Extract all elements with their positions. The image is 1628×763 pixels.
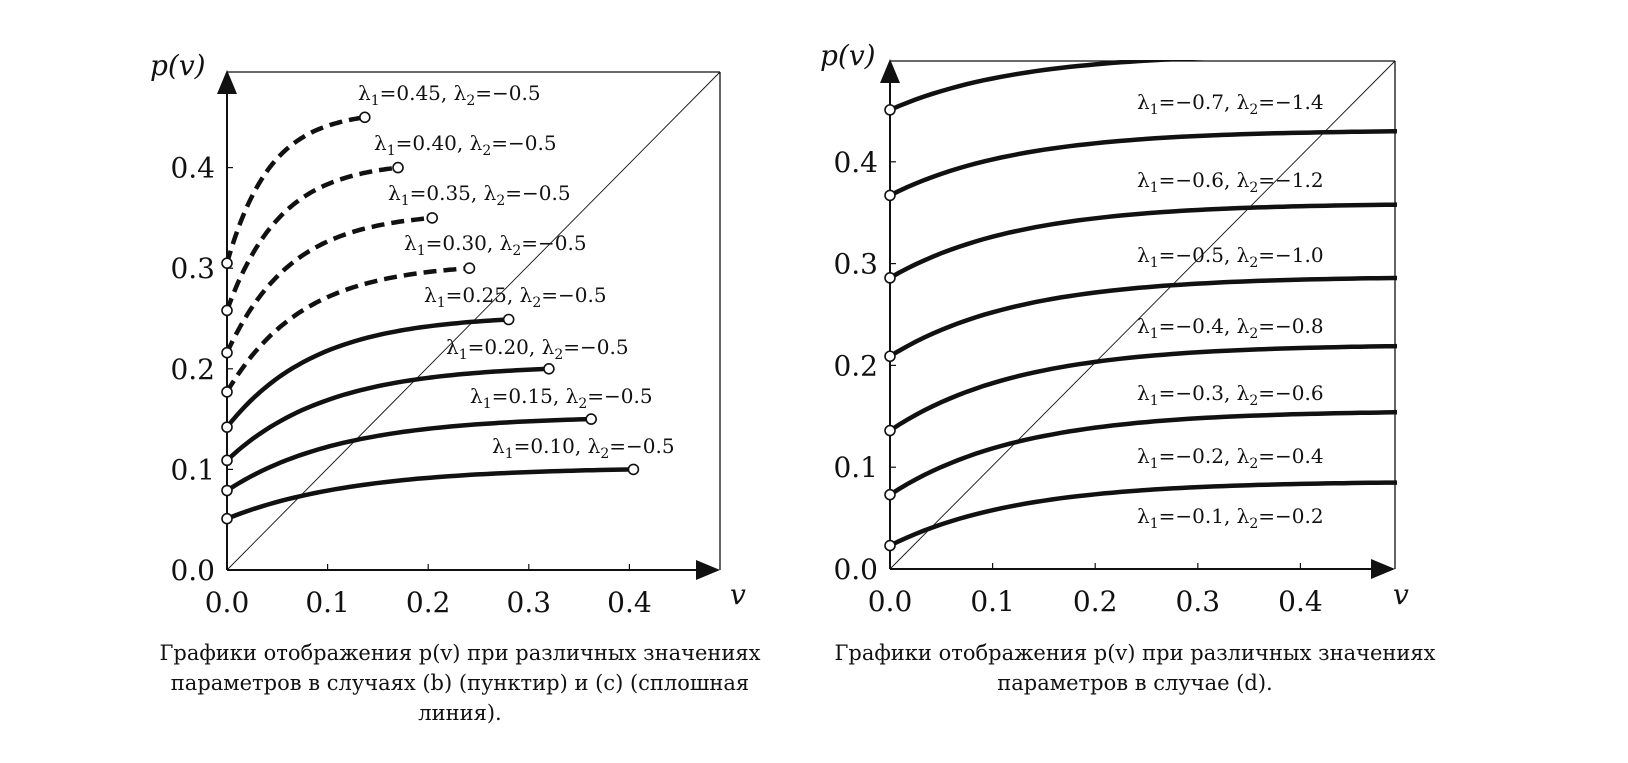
y-axis-label: p(v) (150, 49, 206, 82)
series-line (889, 129, 1397, 198)
series-line (889, 480, 1397, 548)
series-label: λ1=−0.4, λ2=−0.8 (1137, 314, 1324, 342)
x-axis-label: v (1393, 578, 1409, 611)
series-line (224, 165, 399, 312)
y-tick-label: 0.0 (833, 553, 878, 586)
series-start-marker (221, 386, 233, 398)
x-tick-label: 0.4 (1278, 585, 1323, 618)
series-end-marker (359, 111, 371, 124)
series-label: λ1=0.15, λ2=−0.5 (470, 384, 653, 412)
x-axis-arrow (1371, 559, 1395, 579)
series-line (224, 115, 366, 264)
y-tick-label: 0.1 (833, 451, 878, 484)
series-end-marker (502, 313, 515, 326)
series-line (225, 416, 592, 493)
series-label: λ1=−0.3, λ2=−0.6 (1137, 381, 1324, 409)
y-tick-label: 0.3 (833, 248, 878, 281)
series-label: λ1=0.45, λ2=−0.5 (358, 81, 541, 109)
x-tick-label: 0.4 (607, 586, 652, 619)
series-line (225, 317, 509, 429)
series-start-marker (221, 304, 233, 317)
series-line (226, 467, 634, 521)
diagonal-line (889, 60, 1396, 570)
series-start-marker (884, 424, 896, 437)
series-label: λ1=−0.6, λ2=−1.2 (1137, 168, 1324, 196)
right-caption: Графики отображения p(v) при различных з… (830, 638, 1440, 698)
x-axis-arrow (696, 560, 720, 580)
series-label: λ1=0.25, λ2=−0.5 (424, 283, 607, 311)
y-tick-label: 0.1 (170, 453, 215, 486)
series-end-marker (463, 262, 476, 275)
series-start-marker (884, 189, 896, 202)
x-tick-label: 0.0 (868, 585, 913, 618)
series-label: λ1=−0.7, λ2=−1.4 (1137, 90, 1324, 118)
y-axis-arrow (880, 59, 900, 83)
x-axis-label: v (730, 578, 746, 611)
series-start-marker (221, 257, 233, 269)
right-caption-text: Графики отображения p(v) при различных з… (834, 641, 1436, 695)
y-tick-label: 0.4 (170, 152, 215, 185)
left-caption: Графики отображения p(v) при различных з… (140, 638, 780, 728)
series-line (225, 265, 470, 394)
y-tick-label: 0.4 (833, 146, 878, 179)
series-end-marker (585, 413, 597, 425)
series-line (888, 275, 1397, 359)
series-label: λ1=−0.2, λ2=−0.4 (1137, 444, 1324, 472)
series-label: λ1=−0.1, λ2=−0.2 (1137, 504, 1324, 532)
left-caption-text: Графики отображения p(v) при различных з… (159, 641, 761, 725)
left-chart: 0.0 0.1 0.2 0.3 0.4 0.0 0.1 0.2 0.3 0.4 v p(v) λ1=0.… (150, 49, 746, 619)
series-start-marker (221, 484, 233, 497)
series-start-marker (221, 421, 233, 433)
series-start-marker (884, 350, 896, 363)
series-line (224, 215, 433, 354)
series-line (888, 410, 1397, 497)
series-start-marker (221, 454, 233, 467)
x-tick-label: 0.3 (1176, 585, 1221, 618)
series-label: λ1=0.40, λ2=−0.5 (374, 131, 557, 159)
series-label: λ1=0.35, λ2=−0.5 (388, 181, 571, 209)
series-label: λ1=0.10, λ2=−0.5 (492, 434, 675, 462)
series-line (225, 366, 549, 462)
right-chart: 0.0 0.1 0.2 0.3 0.4 0.0 0.1 0.2 0.3 0.4 v p(v) λ1=−0… (820, 39, 1409, 618)
series-end-marker (426, 212, 439, 224)
y-axis-arrow (217, 70, 237, 94)
series-end-marker (392, 161, 404, 174)
x-tick-label: 0.2 (1073, 585, 1118, 618)
series-line (888, 202, 1397, 280)
y-tick-label: 0.0 (170, 554, 215, 587)
y-axis-label: p(v) (820, 39, 876, 72)
series-line (888, 343, 1397, 433)
series-end-marker (543, 362, 555, 375)
y-tick-label: 0.2 (833, 349, 878, 382)
series-label: λ1=0.30, λ2=−0.5 (404, 231, 587, 259)
x-tick-label: 0.1 (970, 585, 1015, 618)
series-start-marker (884, 272, 896, 284)
series-label: λ1=−0.5, λ2=−1.0 (1137, 243, 1324, 271)
x-tick-label: 0.2 (406, 586, 451, 619)
series-start-marker (884, 488, 896, 501)
x-tick-label: 0.3 (507, 586, 552, 619)
x-tick-label: 0.1 (305, 586, 350, 619)
series-end-marker (627, 463, 640, 476)
y-tick-label: 0.3 (170, 252, 215, 285)
x-tick-label: 0.0 (205, 586, 250, 619)
series-start-marker (884, 104, 896, 116)
series-line (889, 60, 1205, 112)
series-start-marker (221, 346, 233, 359)
series-start-marker (221, 512, 233, 525)
series-label: λ1=0.20, λ2=−0.5 (446, 335, 629, 363)
y-tick-label: 0.2 (170, 353, 215, 386)
series-start-marker (884, 539, 896, 552)
